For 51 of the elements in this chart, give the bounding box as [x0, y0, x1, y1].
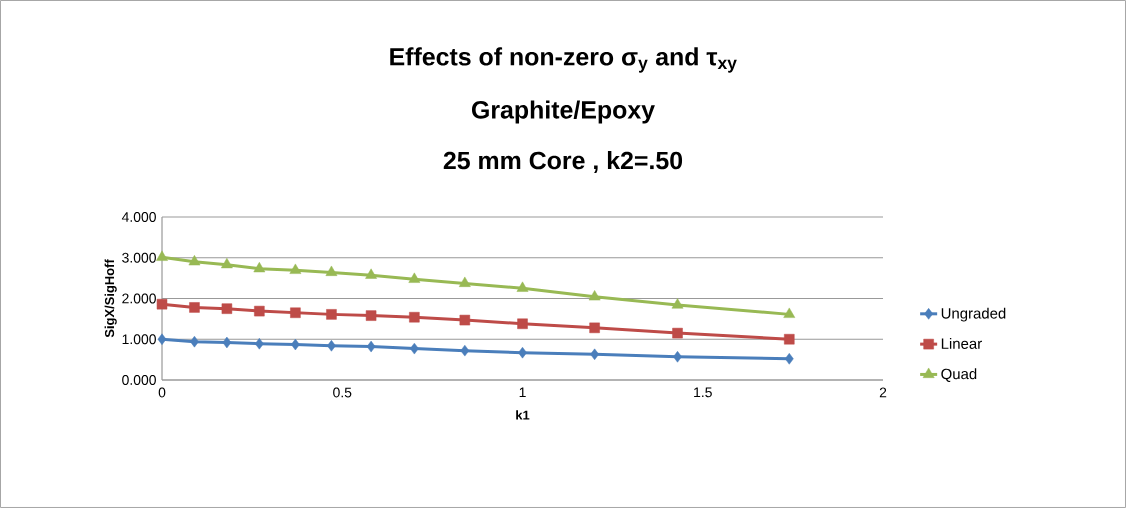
- legend-label: Quad: [941, 368, 977, 382]
- y-tick-label: 3.000: [122, 252, 156, 263]
- point: [325, 265, 338, 276]
- point: [671, 298, 684, 309]
- point: [408, 272, 421, 283]
- point: [459, 314, 471, 326]
- point: [365, 310, 377, 321]
- point: [157, 333, 167, 345]
- point: [783, 307, 796, 318]
- point: [188, 255, 201, 266]
- point: [673, 351, 682, 363]
- point: [326, 309, 337, 320]
- point: [366, 340, 376, 353]
- point: [253, 262, 266, 273]
- y-tick-label: 4.000: [121, 212, 156, 222]
- point: [365, 268, 377, 279]
- point: [289, 263, 302, 274]
- x-tick-label: 0.5: [333, 387, 352, 398]
- point: [517, 318, 528, 329]
- chart-subtitle: Graphite/Epoxy: [471, 100, 655, 124]
- point: [156, 298, 168, 310]
- point: [327, 340, 336, 352]
- point: [784, 334, 795, 345]
- text: 25 mm Core , k2=.50: [443, 151, 683, 173]
- point: [409, 312, 420, 323]
- point: [189, 302, 200, 313]
- x-axis-title: k1: [516, 410, 530, 420]
- chart-title: Effects of non-zero σ$_{y}$ and τ$_{xy}$: [390, 47, 737, 73]
- point: [254, 305, 265, 317]
- y-axis-title: SigX/SigHoff: [104, 259, 117, 338]
- point: [588, 290, 601, 301]
- legend-label: Linear: [941, 337, 982, 349]
- x-tick-label: 0: [158, 387, 166, 398]
- point: [156, 250, 168, 261]
- x-tick-label: 1.5: [694, 387, 712, 398]
- point: [290, 307, 301, 318]
- x-tick-label: 2: [879, 387, 887, 398]
- y-tick-label: 2.000: [122, 293, 156, 304]
- point: [458, 276, 471, 287]
- y-tick-label: 1.000: [122, 334, 156, 345]
- point: [589, 322, 600, 334]
- point: [221, 257, 233, 269]
- point: [672, 327, 683, 339]
- point: [784, 353, 794, 365]
- point: [221, 303, 233, 314]
- y-tick-label: 0.000: [122, 375, 156, 385]
- x-tick-label: 1: [519, 387, 526, 398]
- point: [516, 281, 529, 292]
- point: [460, 344, 470, 357]
- legend-label: Ungraded: [941, 307, 1006, 322]
- point: [222, 336, 232, 349]
